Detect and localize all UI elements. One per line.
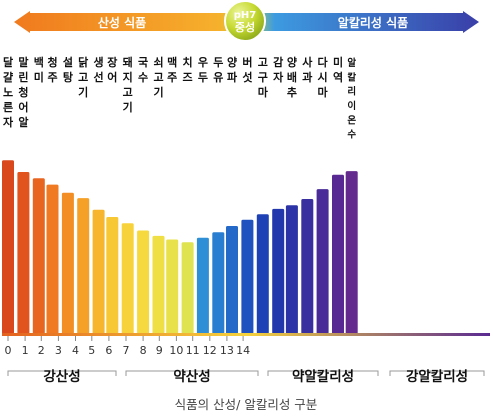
chart-caption: 식품의 산성/ 알칼리성 구분 [175,397,318,412]
tick-label-4: 4 [72,344,79,357]
acid-food-label: 산성 식품 [98,15,146,30]
bar-2 [32,178,45,334]
tick-label-5: 5 [88,344,95,357]
bar-1 [17,172,30,334]
tick-label-13: 13 [220,344,234,357]
bar-22 [332,174,344,334]
bar-14 [212,232,225,334]
bar-10 [152,235,165,334]
tick-label-12: 12 [203,344,217,357]
bar-15 [226,226,238,334]
bar-6 [92,209,105,334]
bar-5 [77,198,90,334]
food-labels-group: 달 걀 노 른 자 말 린 청 어 알 백 미청 주설 탕 닭 고 기 생 선장 어 돼 지 고 기 국 수 쇠 고 기 맥 주치 즈우 두두 유… [3,55,356,141]
range-bracket-weak-acid [125,370,259,376]
alkaline-food-label: 알칼리성 식품 [338,15,408,30]
bar-9 [137,230,150,334]
bars-group [2,160,358,334]
range-label-strong-acid: 강산성 [43,368,80,385]
tick-label-14: 14 [236,344,250,357]
bar-12 [181,242,194,334]
bar-8 [121,223,134,334]
bar-20 [301,199,314,334]
bar-17 [256,214,269,334]
bar-23 [345,171,358,334]
bar-18 [272,208,285,334]
bar-7 [106,217,119,334]
bar-0 [2,160,14,334]
tick-label-3: 3 [55,344,62,357]
neutral-label: 중성 [235,20,255,34]
range-label-strong-alkaline: 강알칼리성 [406,368,468,385]
neutral-ph-label: pH7 [234,10,257,21]
bar-21 [316,189,329,334]
range-label-weak-alkaline: 약알칼리성 [292,368,354,385]
range-label-weak-acid: 약산성 [173,368,210,385]
x-ticks-group: 0 1 2 3 4 5 6 7 8 9 10 11 12 13 14 [5,336,250,357]
tick-label-10: 10 [169,344,183,357]
tick-label-6: 6 [105,344,112,357]
bar-4 [61,192,74,334]
x-axis-line [2,333,490,336]
neutral-ph-ball [224,0,266,42]
range-bracket-strong-alkaline [389,370,485,376]
range-bracket-strong-acid [7,370,117,376]
tick-label-1: 1 [22,344,29,357]
tick-label-9: 9 [156,344,163,357]
bar-19 [285,205,298,334]
tick-label-2: 2 [38,344,45,357]
bar-16 [241,219,254,334]
range-bracket-weak-alkaline [267,370,379,376]
tick-label-8: 8 [140,344,147,357]
bar-13 [196,237,209,334]
tick-label-7: 7 [123,344,130,357]
tick-label-11: 11 [186,344,200,357]
tick-label-0: 0 [5,344,12,357]
bar-3 [46,184,59,334]
bar-11 [166,239,179,334]
